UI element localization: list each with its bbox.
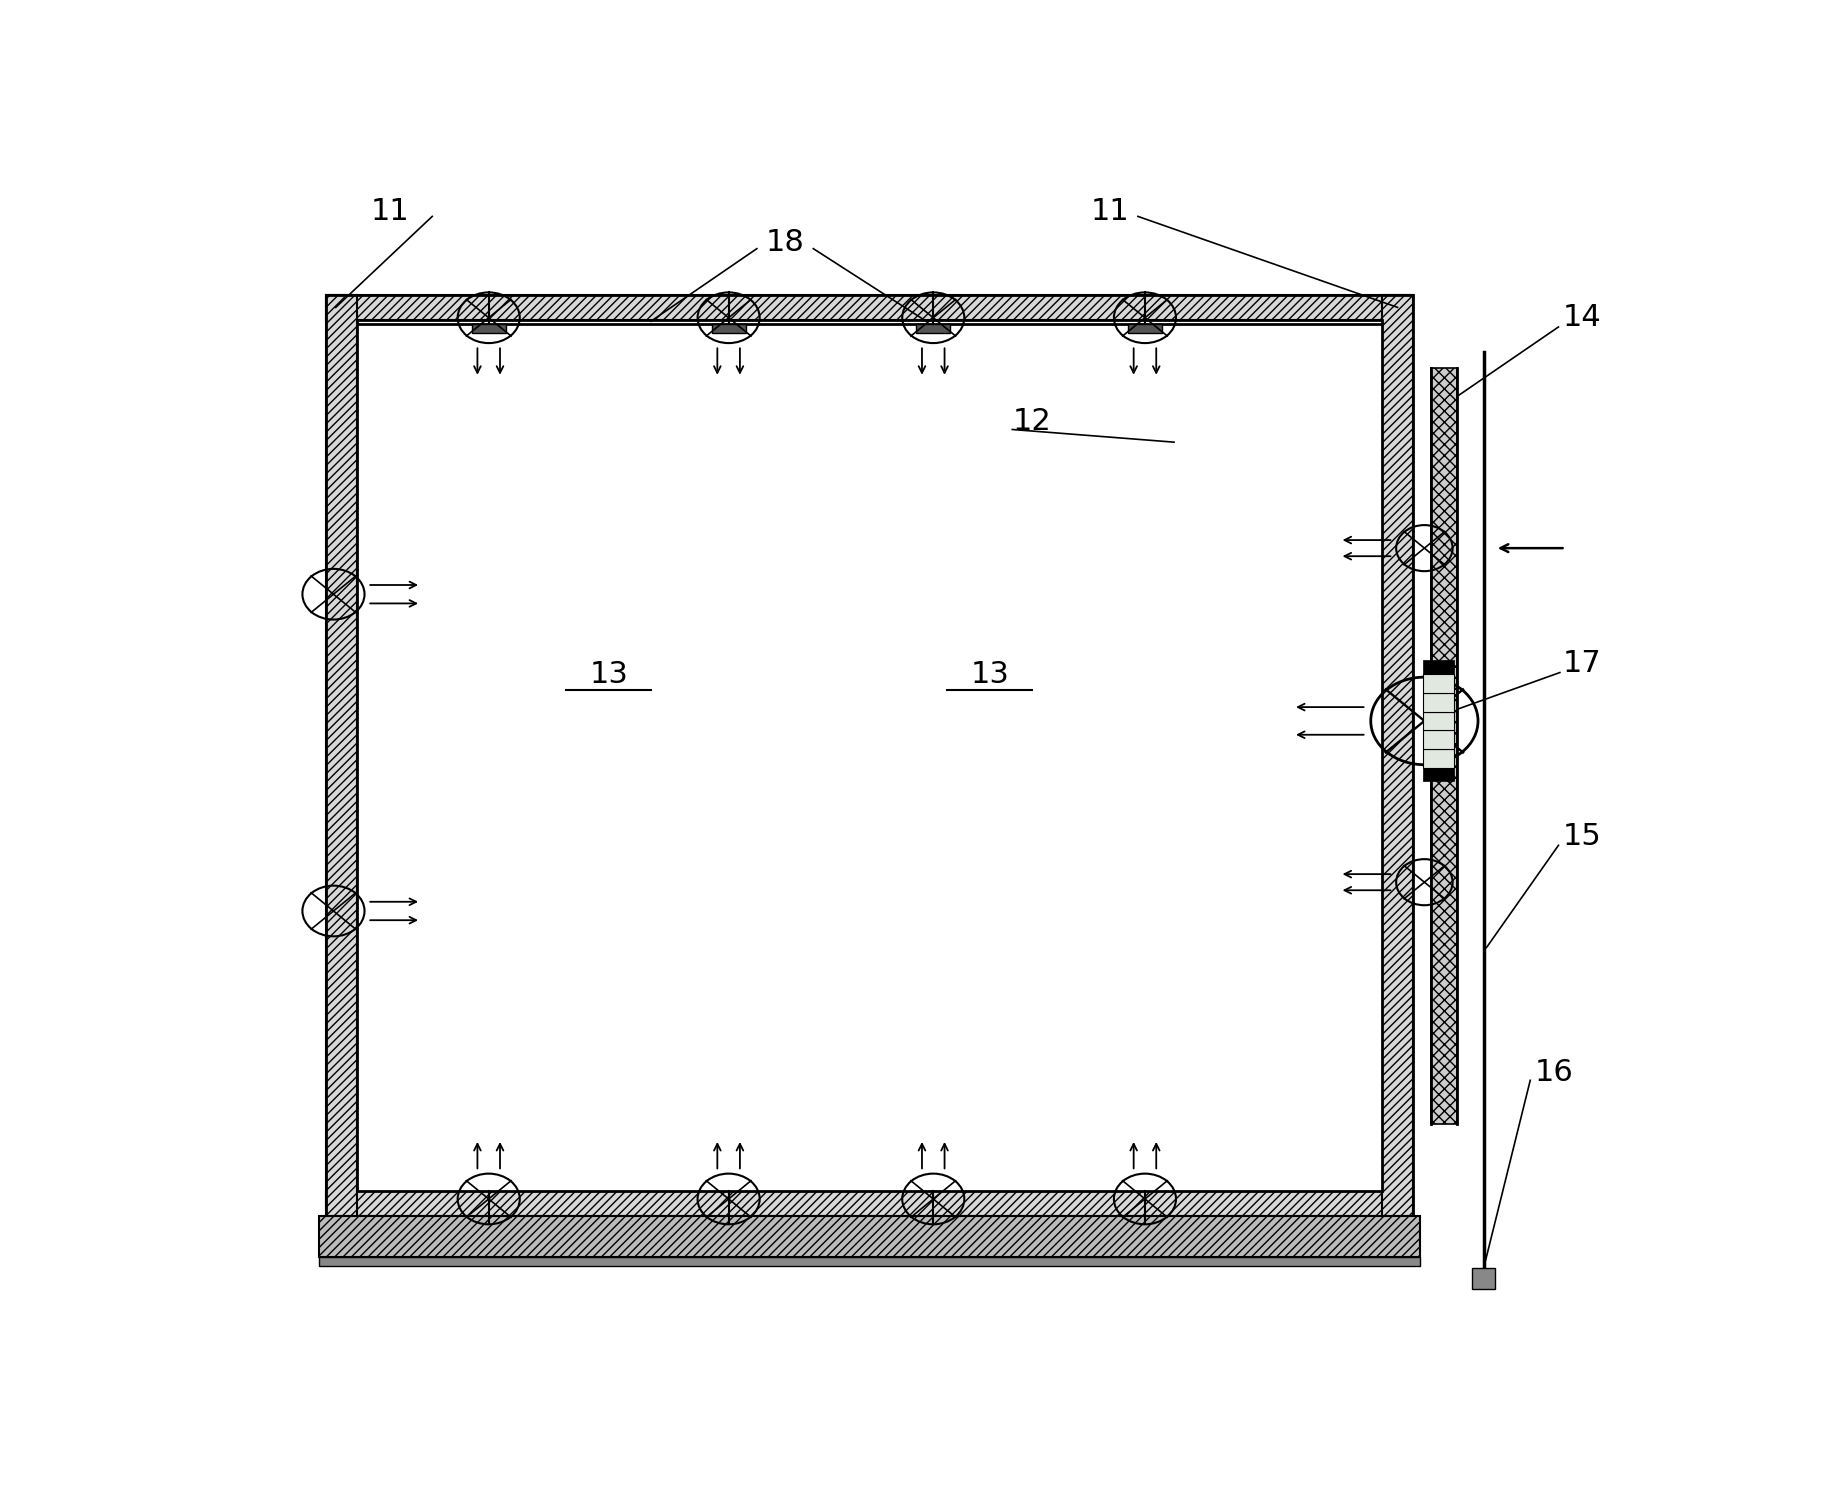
Text: 16: 16 <box>1535 1058 1573 1086</box>
Bar <box>472 323 506 332</box>
Text: 11: 11 <box>370 197 410 226</box>
Bar <box>1422 712 1453 730</box>
Text: 18: 18 <box>765 229 805 257</box>
Bar <box>1422 749 1453 767</box>
Bar <box>1431 368 1457 1123</box>
Bar <box>712 323 745 332</box>
Bar <box>326 295 1413 1216</box>
Bar <box>326 295 357 1216</box>
Bar <box>357 320 1382 1191</box>
Text: 14: 14 <box>1562 304 1602 332</box>
Bar <box>319 1216 1420 1257</box>
Bar <box>1127 323 1162 332</box>
Bar <box>1422 730 1453 749</box>
Bar <box>1382 295 1413 1216</box>
Text: 11: 11 <box>1091 197 1129 226</box>
Bar <box>319 1257 1420 1266</box>
Text: 15: 15 <box>1562 821 1602 851</box>
Bar <box>1422 693 1453 712</box>
Bar <box>916 323 951 332</box>
Text: 13: 13 <box>971 660 1009 690</box>
Text: 12: 12 <box>1012 407 1051 435</box>
Bar <box>357 320 1382 1191</box>
Bar <box>1422 660 1453 675</box>
Bar <box>326 295 1413 320</box>
Bar <box>326 1191 1413 1216</box>
Text: 13: 13 <box>590 660 628 690</box>
Bar <box>1422 675 1453 693</box>
Bar <box>1473 1269 1495 1290</box>
Bar <box>1422 767 1453 781</box>
Text: 17: 17 <box>1562 649 1602 678</box>
